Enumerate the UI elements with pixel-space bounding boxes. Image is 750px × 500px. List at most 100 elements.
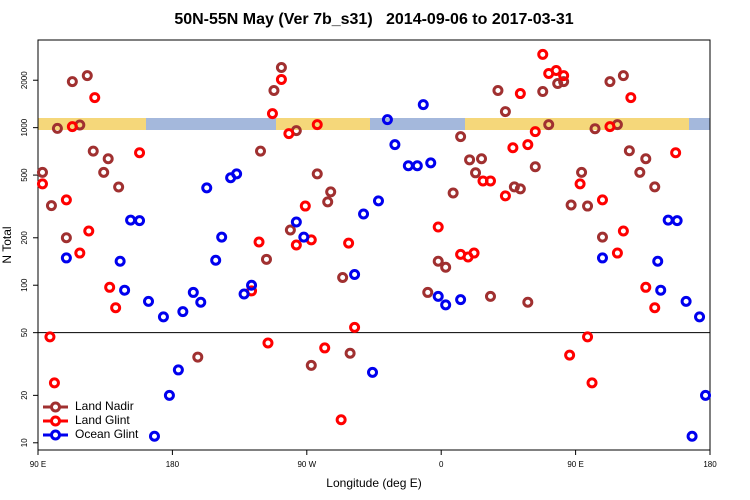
point	[694, 311, 706, 323]
point	[36, 166, 48, 178]
legend-label: Land Nadir	[75, 399, 134, 413]
point	[305, 359, 317, 371]
point	[670, 147, 682, 159]
point	[98, 166, 110, 178]
point	[148, 430, 160, 442]
point	[634, 166, 646, 178]
point	[60, 232, 72, 244]
point	[60, 194, 72, 206]
point	[216, 231, 228, 243]
point	[447, 187, 459, 199]
point	[611, 247, 623, 259]
point	[543, 119, 555, 131]
point	[246, 279, 258, 291]
point	[372, 195, 384, 207]
y-tick-label: 2000	[20, 71, 29, 89]
point	[440, 261, 452, 273]
point	[649, 181, 661, 193]
point	[558, 70, 570, 82]
point	[262, 337, 274, 349]
point	[662, 214, 674, 226]
point	[455, 131, 467, 143]
point	[253, 236, 265, 248]
point	[484, 175, 496, 187]
point	[537, 48, 549, 60]
point	[187, 286, 199, 298]
point	[680, 295, 692, 307]
x-tick-label: 180	[166, 460, 180, 469]
point	[464, 154, 476, 166]
point	[113, 181, 125, 193]
point	[625, 92, 637, 104]
point	[389, 139, 401, 151]
point	[558, 76, 570, 88]
point	[201, 182, 213, 194]
point	[522, 139, 534, 151]
point	[322, 196, 334, 208]
point	[319, 342, 331, 354]
y-tick-label: 500	[20, 168, 29, 182]
point	[617, 225, 629, 237]
chart-title: 50N-55N May (Ver 7b_s31) 2014-09-06 to 2…	[174, 11, 573, 28]
point	[260, 253, 272, 265]
y-tick-label: 10	[20, 438, 29, 447]
point	[476, 153, 488, 165]
point	[335, 414, 347, 426]
point	[110, 302, 122, 314]
point	[422, 286, 434, 298]
point	[649, 302, 661, 314]
point	[337, 271, 349, 283]
point	[134, 147, 146, 159]
point	[192, 351, 204, 363]
point	[48, 377, 60, 389]
point	[290, 239, 302, 251]
point	[640, 281, 652, 293]
point	[268, 85, 280, 97]
plot-frame	[37, 39, 711, 451]
point	[432, 221, 444, 233]
point	[266, 108, 278, 120]
legend-label: Ocean Glint	[75, 427, 139, 441]
point	[507, 142, 519, 154]
point	[564, 349, 576, 361]
point	[514, 88, 526, 100]
point	[655, 284, 667, 296]
point	[66, 76, 78, 88]
x-axis-label: Longitude (deg E)	[326, 476, 421, 490]
x-tick-label: 90 W	[297, 460, 316, 469]
y-tick-label: 1000	[20, 118, 29, 136]
point	[652, 255, 664, 267]
legend-marker	[50, 415, 61, 427]
point	[411, 160, 423, 172]
point	[432, 255, 444, 267]
x-tick-label: 90 E	[567, 460, 583, 469]
legend-marker	[50, 401, 61, 413]
point	[440, 299, 452, 311]
y-tick-label: 100	[20, 278, 29, 292]
y-tick-label: 20	[20, 390, 29, 399]
legend-marker	[50, 429, 61, 441]
point	[565, 199, 577, 211]
point	[81, 70, 93, 82]
point	[60, 252, 72, 264]
point	[125, 214, 137, 226]
legend-label: Land Glint	[75, 413, 130, 427]
point	[172, 364, 184, 376]
point	[582, 200, 594, 212]
point	[537, 86, 549, 98]
point	[255, 145, 267, 157]
point	[36, 178, 48, 190]
point	[700, 389, 712, 401]
point	[686, 430, 698, 442]
x-tick-label: 90 E	[30, 460, 46, 469]
point	[163, 389, 175, 401]
point	[381, 114, 393, 126]
point	[576, 166, 588, 178]
point	[311, 168, 323, 180]
point	[104, 281, 116, 293]
point	[499, 190, 511, 202]
point	[157, 311, 169, 323]
point	[44, 331, 56, 343]
point	[596, 252, 608, 264]
